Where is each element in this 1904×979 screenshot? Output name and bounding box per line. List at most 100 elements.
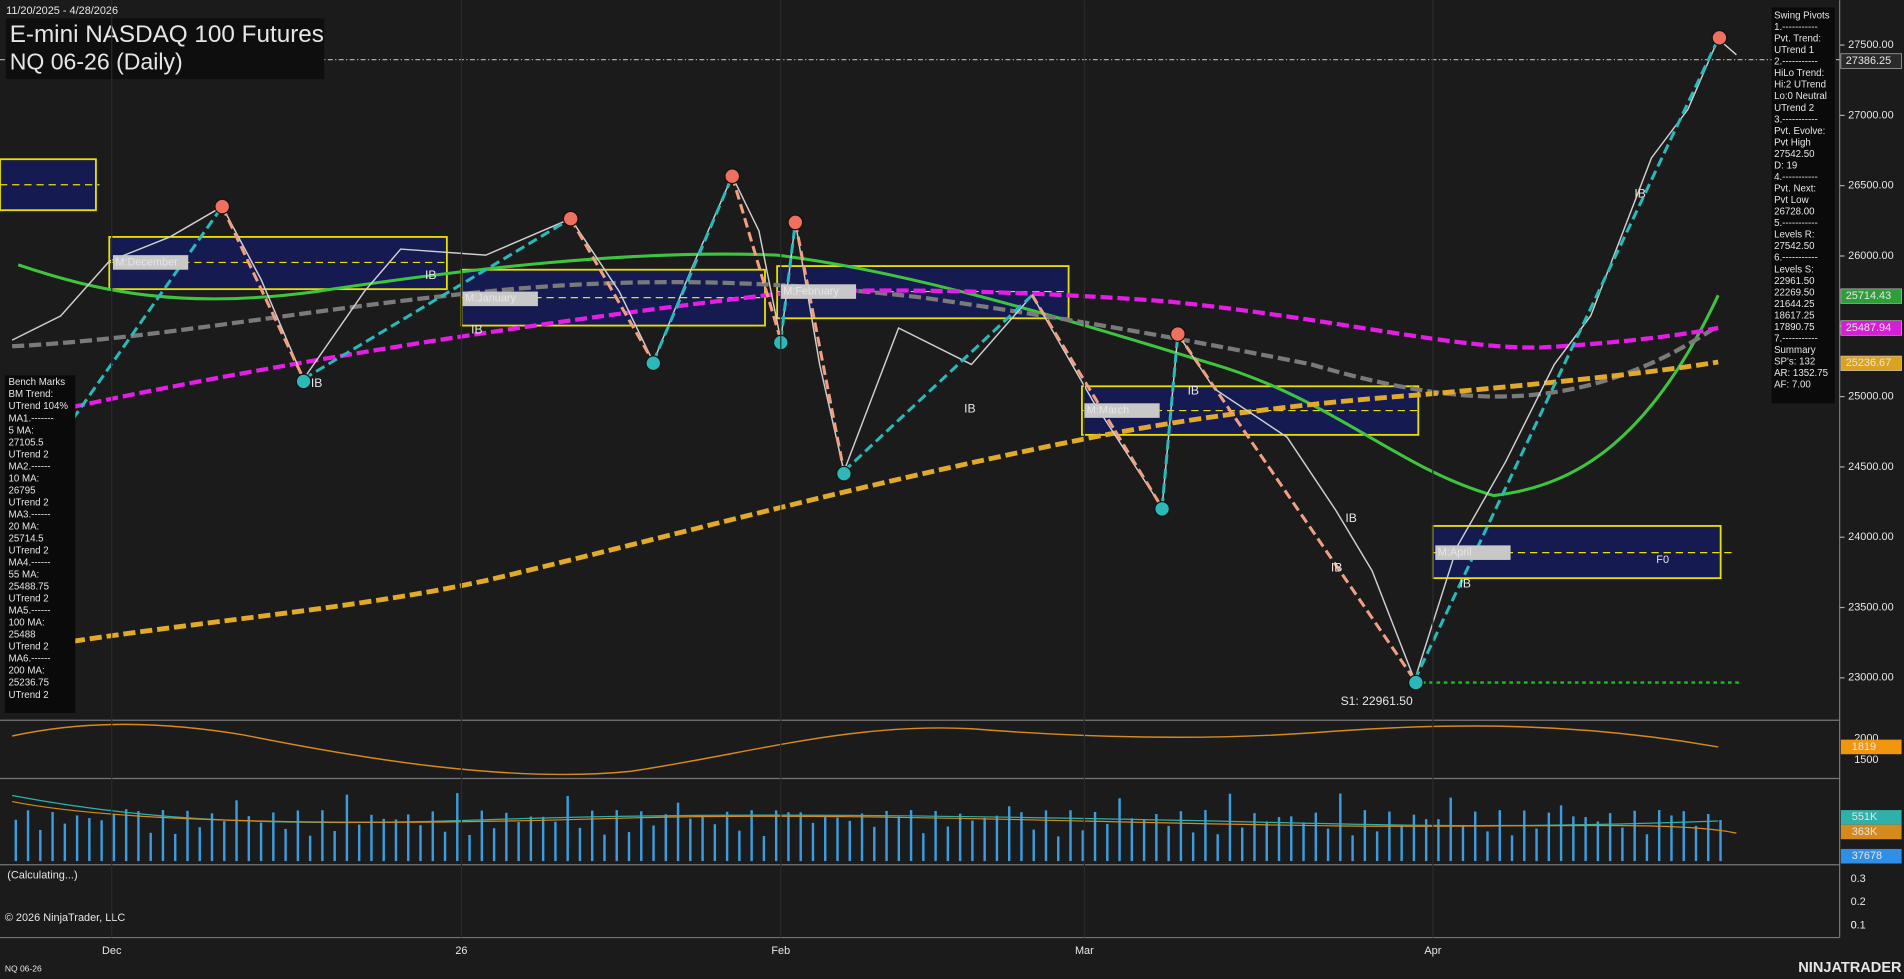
volume-bar <box>860 813 864 862</box>
volume-bar <box>1339 793 1342 862</box>
volume-bar <box>640 811 643 862</box>
volume-bar <box>689 818 692 862</box>
bench-mark-line: 200 MA: <box>9 666 45 677</box>
pivot <box>645 355 662 372</box>
volume-bar <box>909 810 913 862</box>
volume-bar <box>1363 810 1367 862</box>
bench-mark-line: MA3.------ <box>9 509 51 520</box>
volume-bar <box>1670 815 1673 862</box>
volume-bar <box>1523 810 1526 862</box>
bench-mark-line: MA6.------ <box>9 654 51 665</box>
volume-bar <box>26 810 30 862</box>
volume-bar <box>1510 835 1514 862</box>
swing-pivot-line: 26728.00 <box>1774 207 1815 218</box>
swing-pivot-line: Levels R: <box>1774 230 1814 241</box>
volume-bar <box>1584 817 1587 862</box>
volume-bar <box>468 834 471 862</box>
osc-badge-label: 1819 <box>1852 741 1876 753</box>
volume-bar <box>1069 810 1072 862</box>
swing-pivot-line: 1.----------- <box>1774 22 1818 33</box>
volume-bar <box>333 831 336 862</box>
volume-bar <box>824 815 827 862</box>
box-label-bg <box>780 284 857 299</box>
swing-pivot-line: AF: 7.00 <box>1774 380 1811 391</box>
swing-pivot-line: HiLo Trend: <box>1774 68 1824 79</box>
volume-bar <box>1228 793 1232 862</box>
bench-mark-line: UTrend 2 <box>9 690 49 701</box>
volume-bar <box>1572 816 1575 862</box>
price-tick-label: 23000.00 <box>1848 672 1894 684</box>
volume-bar <box>1007 806 1011 862</box>
pivot <box>295 373 312 390</box>
lower-tick-label: 0.2 <box>1851 896 1866 908</box>
swing-pivot-line: 6.----------- <box>1774 253 1818 264</box>
pivot <box>1169 326 1186 342</box>
volume-bar <box>14 819 17 862</box>
bench-mark-line: UTrend 2 <box>9 642 49 653</box>
x-tick-label: Dec <box>102 945 122 957</box>
volume-bar <box>1719 819 1722 862</box>
volume-bar <box>443 831 447 862</box>
volume-bar <box>652 825 655 862</box>
box-label-bg <box>462 291 538 307</box>
box-label-bg <box>1435 545 1511 560</box>
swing-down <box>220 175 1416 681</box>
volume-bar <box>174 833 177 862</box>
pivot-lows <box>295 334 1424 691</box>
swing-pivot-line: Pvt High <box>1774 137 1811 148</box>
volume-bar <box>1707 814 1710 862</box>
volume-bar <box>492 828 496 862</box>
swing-pivot-line: Levels S: <box>1774 264 1814 275</box>
volume-bar <box>1204 810 1207 862</box>
swing-pivot-line: 27542.50 <box>1774 149 1815 160</box>
bench-mark-line: MA2.------ <box>9 461 51 472</box>
bench-mark-line: BM Trend: <box>9 389 54 400</box>
lower-tick-label: 0.1 <box>1851 919 1866 931</box>
price-badge-label: 25487.94 <box>1846 322 1892 334</box>
x-tick-label: 26 <box>455 945 467 957</box>
volume-bar <box>1535 828 1538 862</box>
volume-bar <box>971 820 974 862</box>
bench-mark-line: 26795 <box>9 485 36 496</box>
volume-bar <box>1290 816 1293 862</box>
volume-bar <box>357 824 361 862</box>
volume-bar <box>382 818 385 862</box>
bench-mark-line: MA5.------ <box>9 606 51 617</box>
volume-bar <box>1216 834 1219 862</box>
bench-mark-line: 25714.5 <box>9 533 44 544</box>
volume-bar <box>934 811 937 862</box>
ib-label: IB <box>964 402 975 416</box>
volume-bar <box>112 813 116 862</box>
ib-label: IB <box>311 376 322 390</box>
lower-tick-label: 0 <box>1851 919 1857 931</box>
bench-mark-line: 27105.5 <box>9 437 44 448</box>
volume-bar <box>284 828 287 862</box>
volume-bar <box>407 814 410 862</box>
x-tick-label: Mar <box>1075 945 1094 957</box>
ib-label: IB <box>1634 187 1645 201</box>
volume-bar <box>308 835 312 862</box>
volume-bar <box>394 819 398 862</box>
volume-bar <box>1596 821 1600 862</box>
volume-bar <box>39 829 42 862</box>
swing-pivot-line: 22269.50 <box>1774 287 1815 298</box>
volume-bar <box>1020 812 1023 862</box>
volume-bar <box>1388 811 1391 862</box>
volume-bar <box>1241 827 1244 862</box>
swing-pivot-line: Summary <box>1774 345 1816 356</box>
bench-mark-line: UTrend 2 <box>9 594 49 605</box>
volume-bar <box>1142 819 1146 862</box>
swing-pivot-line: 5.----------- <box>1774 218 1818 229</box>
price-tick-label: 26000.00 <box>1848 250 1894 262</box>
volume-bar <box>75 815 79 862</box>
volume-bar <box>1547 812 1551 862</box>
price-tick-label: 26500.00 <box>1848 180 1894 192</box>
volume-bar <box>259 822 263 862</box>
volume-bar <box>529 816 533 862</box>
box-label: M:April <box>1438 547 1472 559</box>
volume-bar <box>1155 814 1158 862</box>
swing-pivot-line: Pvt. Evolve: <box>1774 126 1825 137</box>
volume-bar <box>321 810 324 862</box>
ma-200 <box>72 359 1719 644</box>
